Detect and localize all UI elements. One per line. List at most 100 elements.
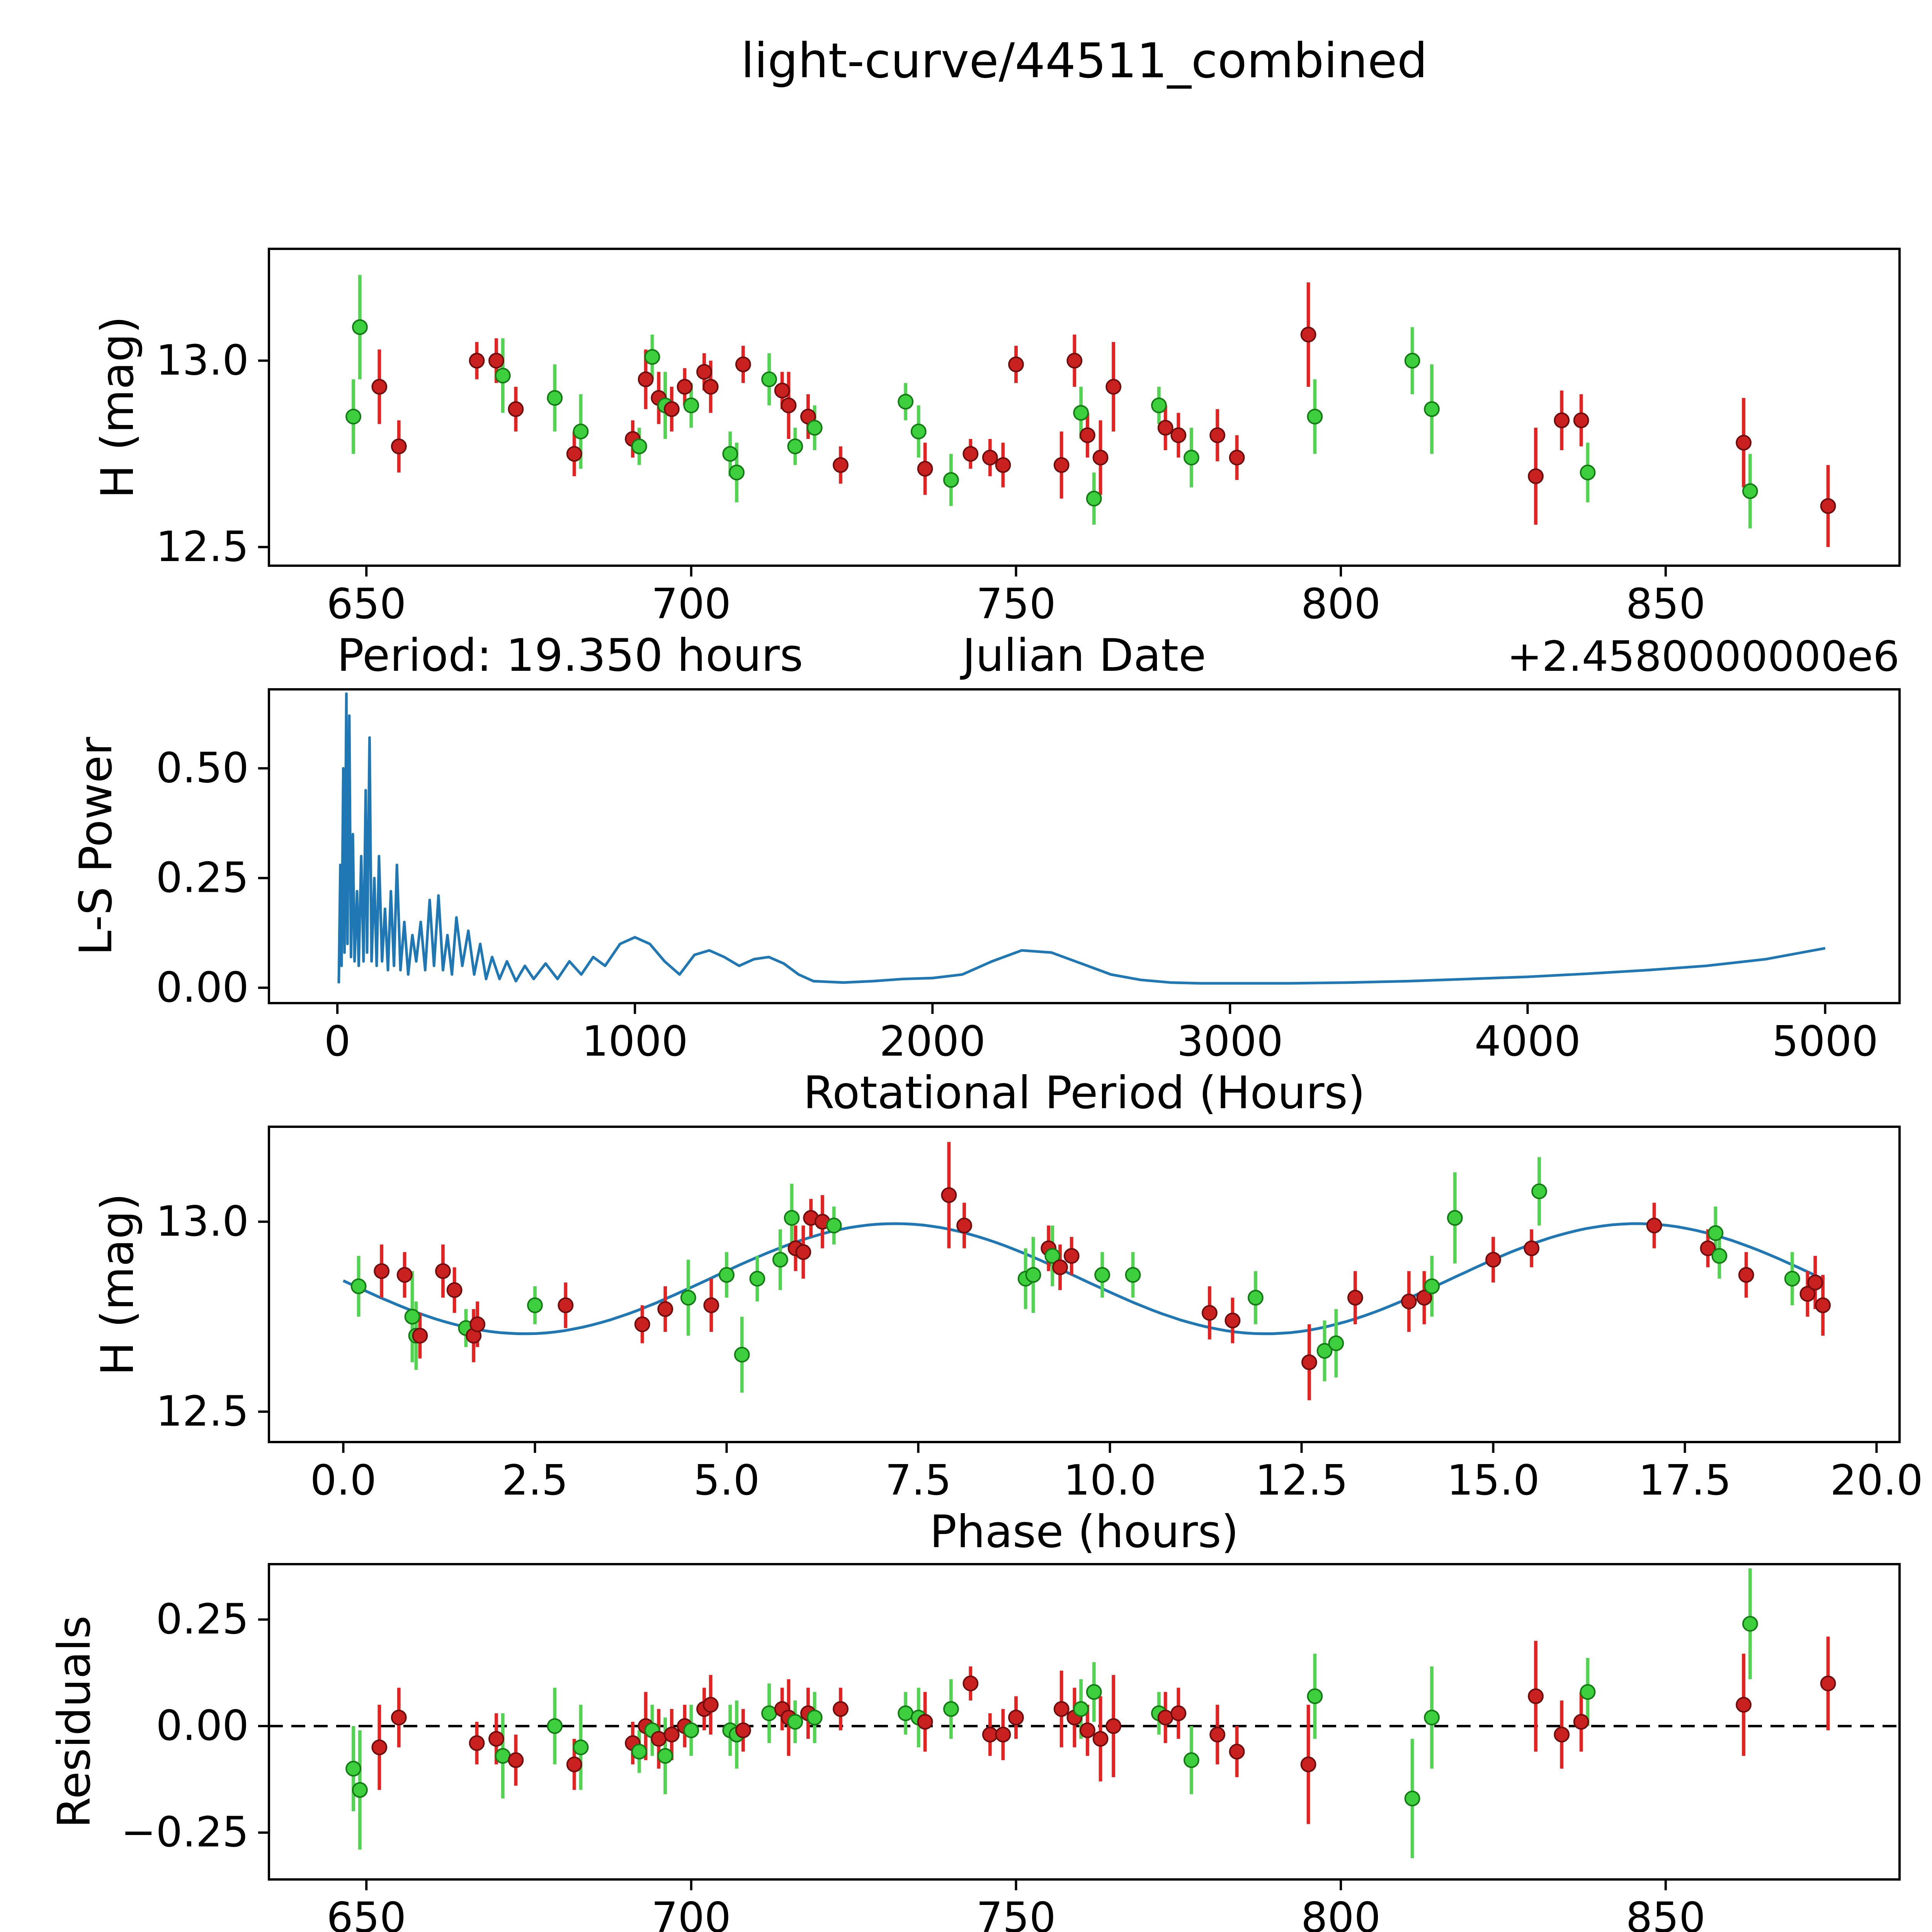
data-point	[735, 1722, 751, 1738]
data-point	[1066, 353, 1083, 369]
data-point	[833, 457, 849, 473]
data-point	[774, 383, 790, 398]
data-point	[943, 1701, 959, 1717]
data-point	[508, 1752, 524, 1768]
data-point	[702, 1697, 719, 1713]
axes-box	[268, 248, 1901, 567]
data-point	[371, 379, 388, 395]
data-point	[1248, 1290, 1264, 1306]
data-point	[680, 1290, 696, 1306]
data-point	[963, 1675, 979, 1692]
data-point	[1086, 1684, 1102, 1700]
x-tick-label: 10.0	[1063, 1456, 1156, 1505]
x-tick-label: 4000	[1475, 1017, 1581, 1066]
data-point	[787, 438, 803, 454]
data-point	[1815, 1297, 1831, 1313]
x-tick-label: 12.5	[1255, 1456, 1348, 1505]
data-point	[1063, 1248, 1080, 1264]
data-point	[1820, 1675, 1836, 1692]
data-point	[898, 1705, 914, 1721]
data-point	[826, 1218, 842, 1234]
data-point	[435, 1263, 451, 1279]
data-point	[638, 371, 654, 388]
data-point	[1528, 1688, 1544, 1704]
y-tick-label: 0.50	[156, 744, 249, 792]
data-point	[784, 1210, 800, 1226]
x-tick-label: 0.0	[310, 1456, 377, 1505]
data-point	[1157, 420, 1173, 436]
x-tick-label: 800	[1301, 1894, 1381, 1932]
data-point	[1086, 490, 1102, 507]
panel-periodogram: 0 1000 2000 3000 4000 5000 0.00 0.25 0.50 Rotatio…	[70, 629, 1901, 1119]
data-point	[488, 1731, 504, 1747]
data-point	[1738, 1267, 1754, 1283]
x-axis-label: Rotational Period (Hours)	[803, 1067, 1365, 1119]
x-tick-label: 700	[651, 1894, 731, 1932]
data-point	[1416, 1290, 1432, 1306]
data-point	[371, 1739, 388, 1755]
data-point	[1646, 1218, 1662, 1234]
data-point	[1125, 1267, 1141, 1283]
data-point	[1105, 379, 1122, 395]
data-point	[833, 1701, 849, 1717]
data-point	[631, 1743, 647, 1760]
data-point	[345, 408, 361, 425]
data-point	[1820, 498, 1836, 514]
x-tick-label: 750	[976, 580, 1056, 628]
data-point	[1201, 1305, 1218, 1321]
data-point	[1404, 353, 1420, 369]
panel-lightcurve-jd: 650 700 750 800 850 12.5 13.0 Julian Date +2.458…	[92, 248, 1901, 682]
data-point	[982, 1726, 998, 1743]
x-tick-label: 3000	[1177, 1017, 1283, 1066]
data-point	[1170, 1705, 1187, 1721]
data-point	[508, 401, 524, 417]
data-point	[1105, 1718, 1122, 1734]
x-tick-label: 20.0	[1830, 1456, 1923, 1505]
data-point	[631, 438, 647, 454]
data-point	[1092, 449, 1109, 466]
data-point	[657, 1301, 673, 1317]
x-axis-label: Phase (hours)	[930, 1506, 1239, 1558]
periodogram-line	[337, 692, 1826, 985]
data-point	[917, 1714, 933, 1730]
x-tick-label: 5000	[1772, 1017, 1878, 1066]
data-point	[1229, 1743, 1245, 1760]
x-tick-label: 2.5	[502, 1456, 568, 1505]
data-point	[663, 401, 680, 417]
data-point	[1328, 1335, 1344, 1351]
data-point	[806, 420, 823, 436]
data-point	[1711, 1248, 1728, 1264]
data-point	[1404, 1791, 1420, 1806]
data-point	[1347, 1290, 1363, 1306]
data-point	[1080, 427, 1095, 443]
data-point	[558, 1297, 574, 1313]
y-tick-label: 0.00	[156, 1702, 249, 1750]
data-point	[787, 1714, 803, 1730]
axes-box	[268, 1563, 1901, 1881]
data-point	[943, 472, 959, 488]
data-point	[495, 367, 511, 384]
data-point	[1044, 1248, 1061, 1264]
data-point	[488, 353, 504, 369]
data-point	[573, 423, 589, 440]
data-point	[1424, 1709, 1440, 1726]
data-point	[1700, 1240, 1716, 1257]
data-point	[1008, 1709, 1024, 1726]
data-point	[719, 1267, 735, 1283]
y-tick-label: 13.0	[156, 1197, 249, 1246]
data-point	[1742, 483, 1758, 499]
data-point	[651, 1731, 667, 1747]
data-point	[749, 1270, 765, 1287]
data-point	[634, 1316, 650, 1332]
y-axis-label: Residuals	[48, 1616, 100, 1828]
data-point	[1807, 1274, 1823, 1291]
data-point	[663, 1726, 680, 1743]
data-point	[963, 446, 979, 462]
figure-title: light-curve/44511_combined	[741, 34, 1428, 90]
plot-area-residuals	[269, 1568, 1900, 1858]
data-point	[1170, 427, 1187, 443]
data-point	[1209, 1726, 1226, 1743]
data-point	[1401, 1293, 1417, 1310]
x-tick-label: 7.5	[885, 1456, 952, 1505]
